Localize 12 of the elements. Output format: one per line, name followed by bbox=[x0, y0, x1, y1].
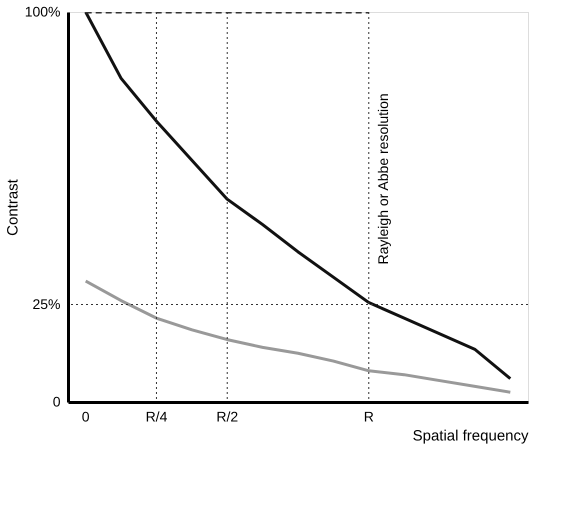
y-axis-title: Contrast bbox=[4, 178, 22, 236]
y-tick-label: 0 bbox=[52, 394, 61, 410]
y-tick-label: 100% bbox=[24, 4, 60, 20]
line-series bbox=[84, 280, 512, 394]
x-tick-label: R bbox=[364, 408, 374, 424]
annotation: Rayleigh or Abbe resolution bbox=[374, 93, 391, 264]
y-tick-label: 25% bbox=[32, 296, 60, 312]
x-tick-label: R/4 bbox=[146, 408, 168, 424]
x-axis-title: Spatial frequency bbox=[412, 428, 529, 444]
line-series bbox=[84, 12, 512, 380]
x-tick-label: R/2 bbox=[216, 408, 238, 424]
x-tick-label: 0 bbox=[82, 408, 90, 424]
